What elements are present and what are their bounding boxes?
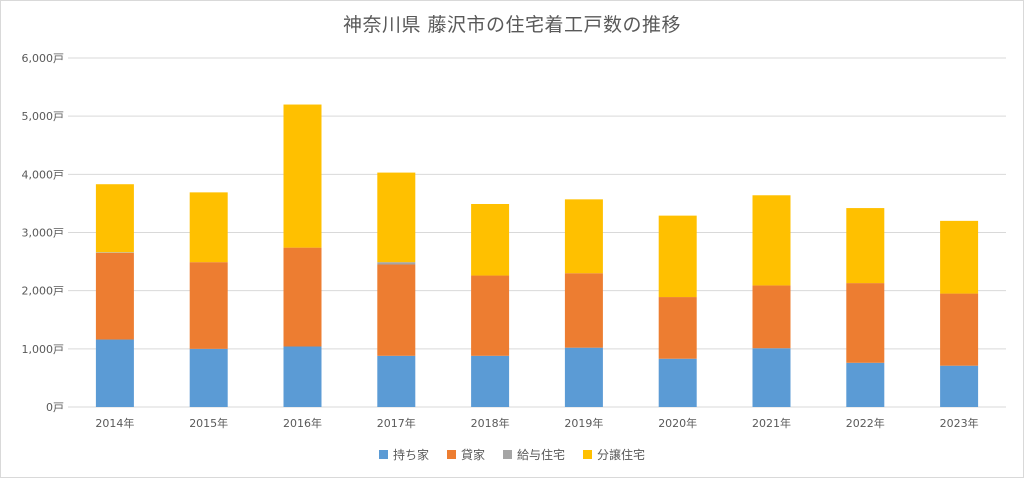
legend-swatch — [583, 450, 593, 459]
x-tick-label: 2015年 — [189, 416, 228, 430]
bar-segment — [658, 215, 697, 298]
legend-label: 給与住宅 — [517, 448, 566, 462]
x-tick-label: 2016年 — [283, 416, 322, 430]
bar-segment — [189, 348, 228, 407]
bar-segment — [377, 264, 416, 356]
bar-segment — [283, 247, 322, 347]
x-tick-label: 2019年 — [564, 416, 603, 430]
bar-segment — [846, 208, 885, 284]
bar-segment — [283, 346, 322, 407]
chart-title: 神奈川県 藤沢市の住宅着工戸数の推移 — [342, 14, 682, 36]
legend-label: 持ち家 — [392, 448, 429, 462]
bar-segment — [658, 358, 697, 407]
bar-segment — [377, 355, 416, 407]
bar-segment — [940, 220, 979, 294]
bar-segment — [846, 362, 885, 407]
legend-label: 貸家 — [460, 448, 485, 462]
y-tick-label: 4,000戸 — [22, 168, 65, 181]
x-tick-label: 2014年 — [95, 416, 134, 430]
bar-segment — [377, 262, 416, 265]
bar-segment — [95, 184, 134, 253]
legend-item: 分譲住宅 — [583, 446, 645, 463]
x-tick-label: 2017年 — [377, 416, 416, 430]
bar-segment — [95, 252, 134, 253]
legend-item: 貸家 — [446, 446, 485, 463]
y-tick-label: 5,000戸 — [22, 110, 65, 123]
bar-segment — [752, 195, 791, 286]
x-tick-label: 2018年 — [471, 416, 510, 430]
x-tick-label: 2021年 — [752, 416, 791, 430]
bar-segment — [940, 293, 979, 366]
y-tick-label: 6,000戸 — [22, 52, 65, 65]
bar-segment — [471, 355, 510, 407]
legend-swatch — [446, 450, 456, 459]
legend-item: 給与住宅 — [503, 446, 565, 463]
bar-segment — [95, 252, 134, 340]
y-tick-label: 3,000戸 — [22, 227, 65, 240]
bar-segment — [752, 348, 791, 407]
bar-segment — [283, 104, 322, 248]
y-tick-label: 0戸 — [46, 401, 64, 414]
legend-swatch — [503, 450, 512, 459]
bar-segment — [189, 262, 228, 349]
bar-segment — [471, 275, 510, 356]
x-tick-label: 2023年 — [940, 416, 979, 430]
bar-segment — [564, 273, 603, 348]
chart-legend: 持ち家 貸家 給与住宅 分譲住宅 — [0, 446, 1024, 463]
bar-segment — [564, 199, 603, 274]
bar-segment — [377, 172, 416, 263]
bar-segment — [940, 365, 979, 407]
bar-segment — [564, 347, 603, 407]
x-tick-label: 2020年 — [658, 416, 697, 430]
bar-segment — [189, 192, 228, 263]
bar-segment — [471, 203, 510, 276]
y-tick-label: 2,000戸 — [22, 285, 65, 298]
bar-segment — [846, 283, 885, 363]
bar-segment — [95, 339, 134, 407]
x-tick-label: 2022年 — [846, 416, 885, 430]
bar-segment — [752, 285, 791, 349]
legend-item: 持ち家 — [378, 446, 429, 463]
legend-label: 分譲住宅 — [597, 448, 646, 462]
bar-segment — [658, 297, 697, 359]
y-tick-label: 1,000戸 — [22, 343, 65, 356]
legend-swatch — [378, 450, 388, 459]
